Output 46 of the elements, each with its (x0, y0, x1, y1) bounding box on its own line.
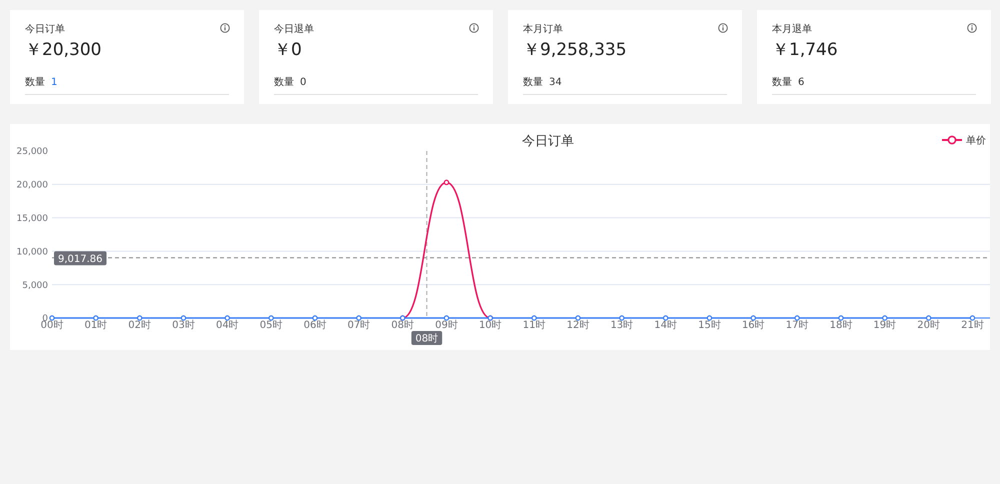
text: ￥0 (274, 39, 302, 61)
text: ￥9,258,335 (523, 39, 627, 61)
x-tick-label: 10时 (478, 319, 502, 331)
x-tick-label: 13时 (610, 319, 634, 331)
x-tick-label: 12时 (566, 319, 590, 331)
x-tick-label: 21时 (961, 319, 984, 331)
x-tick-label: 08时 (391, 319, 414, 331)
x-tick-label: 14时 (654, 319, 678, 331)
y-tick-label: 5,000 (22, 280, 48, 291)
x-tick-label: 17时 (786, 319, 809, 331)
x-tick-label: 02时 (128, 319, 152, 331)
y-tick-label: 10,000 (16, 247, 48, 258)
text: 本月订单 (523, 22, 563, 36)
y-tick-label: 25,000 (16, 147, 48, 158)
x-tick-label: 04时 (216, 319, 239, 331)
x-tick-label: 20时 (917, 319, 940, 331)
y-tick-label: 15,000 (16, 214, 48, 224)
x-tick-label: 05时 (260, 319, 283, 331)
x-tick-label: 18时 (830, 319, 852, 331)
text: 数量 (772, 77, 792, 88)
x-tick-label: 03时 (172, 319, 195, 331)
text: 本月退单 (772, 22, 812, 36)
x-tick-label: 09时 (435, 319, 458, 331)
text: 今日退单 (274, 22, 314, 36)
x-tick-label: 06时 (304, 319, 326, 331)
x-tick-label: 19时 (873, 319, 896, 331)
text: ￥20,300 (25, 39, 102, 61)
ref-line-label: 08时 (415, 332, 438, 345)
text: 6 (798, 77, 804, 88)
text: 数量 (523, 77, 543, 88)
chart-title: 今日订单 (522, 134, 574, 149)
x-tick-label: 15时 (698, 319, 721, 331)
text: ￥1,746 (772, 39, 838, 61)
y-tick-label: 20,000 (16, 180, 48, 191)
text: 今日订单 (25, 22, 65, 36)
text: 34 (549, 77, 562, 88)
x-tick-label: 01时 (84, 319, 108, 331)
text: 1 (51, 77, 58, 88)
ref-line-label: 9,017.86 (58, 254, 103, 265)
x-tick-label: 11时 (522, 319, 546, 331)
x-tick-label: 16时 (742, 319, 765, 331)
legend-label: 单价 (966, 134, 986, 146)
text: 数量 (274, 77, 294, 88)
text: 数量 (25, 77, 45, 88)
x-tick-label: 07时 (347, 319, 370, 331)
text: 0 (300, 77, 306, 88)
